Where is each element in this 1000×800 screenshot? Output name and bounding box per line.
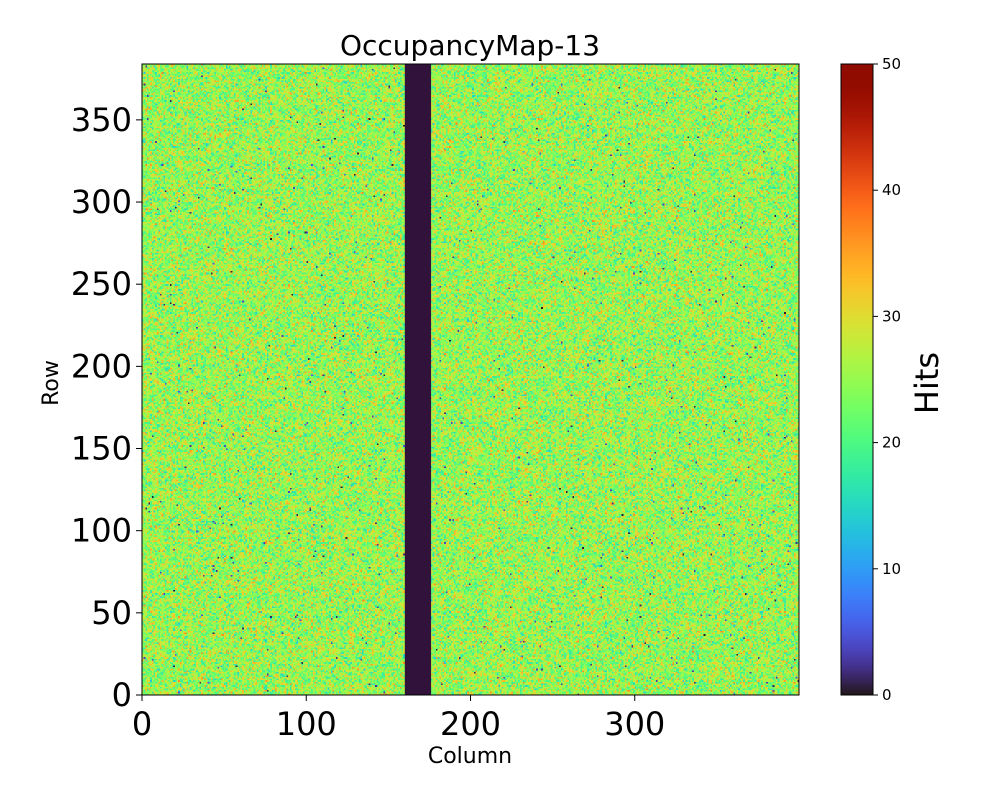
y-tick-label: 150: [71, 430, 132, 468]
y-tick-label: 50: [91, 594, 132, 632]
x-tick-label: 100: [276, 705, 337, 743]
y-axis-label: Row: [39, 360, 64, 406]
y-tick-label: 200: [71, 347, 132, 385]
y-tick-label: 0: [112, 676, 132, 714]
x-axis-label: Column: [428, 744, 512, 769]
dead-column-band: [404, 64, 432, 695]
colorbar-frame: [840, 63, 874, 696]
x-tick-label: 300: [604, 705, 665, 743]
chart-title: OccupancyMap-13: [340, 29, 600, 62]
y-tick-label: 350: [71, 101, 132, 139]
heatmap-image: [142, 64, 799, 695]
colorbar-gradient: [841, 64, 873, 695]
y-tick-label: 100: [71, 512, 132, 550]
colorbar-tick-label: 20: [882, 434, 901, 452]
colorbar-tick-label: 0: [882, 686, 892, 704]
x-tick-label: 0: [132, 705, 152, 743]
colorbar-label: Hits: [908, 352, 946, 414]
x-tick-label: 200: [440, 705, 501, 743]
colorbar-axis: 0 10 20 30 40 50: [873, 55, 901, 704]
colorbar-tick-label: 40: [882, 181, 901, 199]
y-axis: 0 50 100 150 200 250 300 350: [71, 101, 142, 714]
y-tick-label: 300: [71, 183, 132, 221]
colorbar-tick-label: 50: [882, 55, 901, 73]
colorbar-tick-label: 10: [882, 560, 901, 578]
colorbar-tick-label: 30: [882, 307, 901, 325]
y-tick-label: 250: [71, 265, 132, 303]
x-axis: 0 100 200 300: [132, 695, 665, 743]
